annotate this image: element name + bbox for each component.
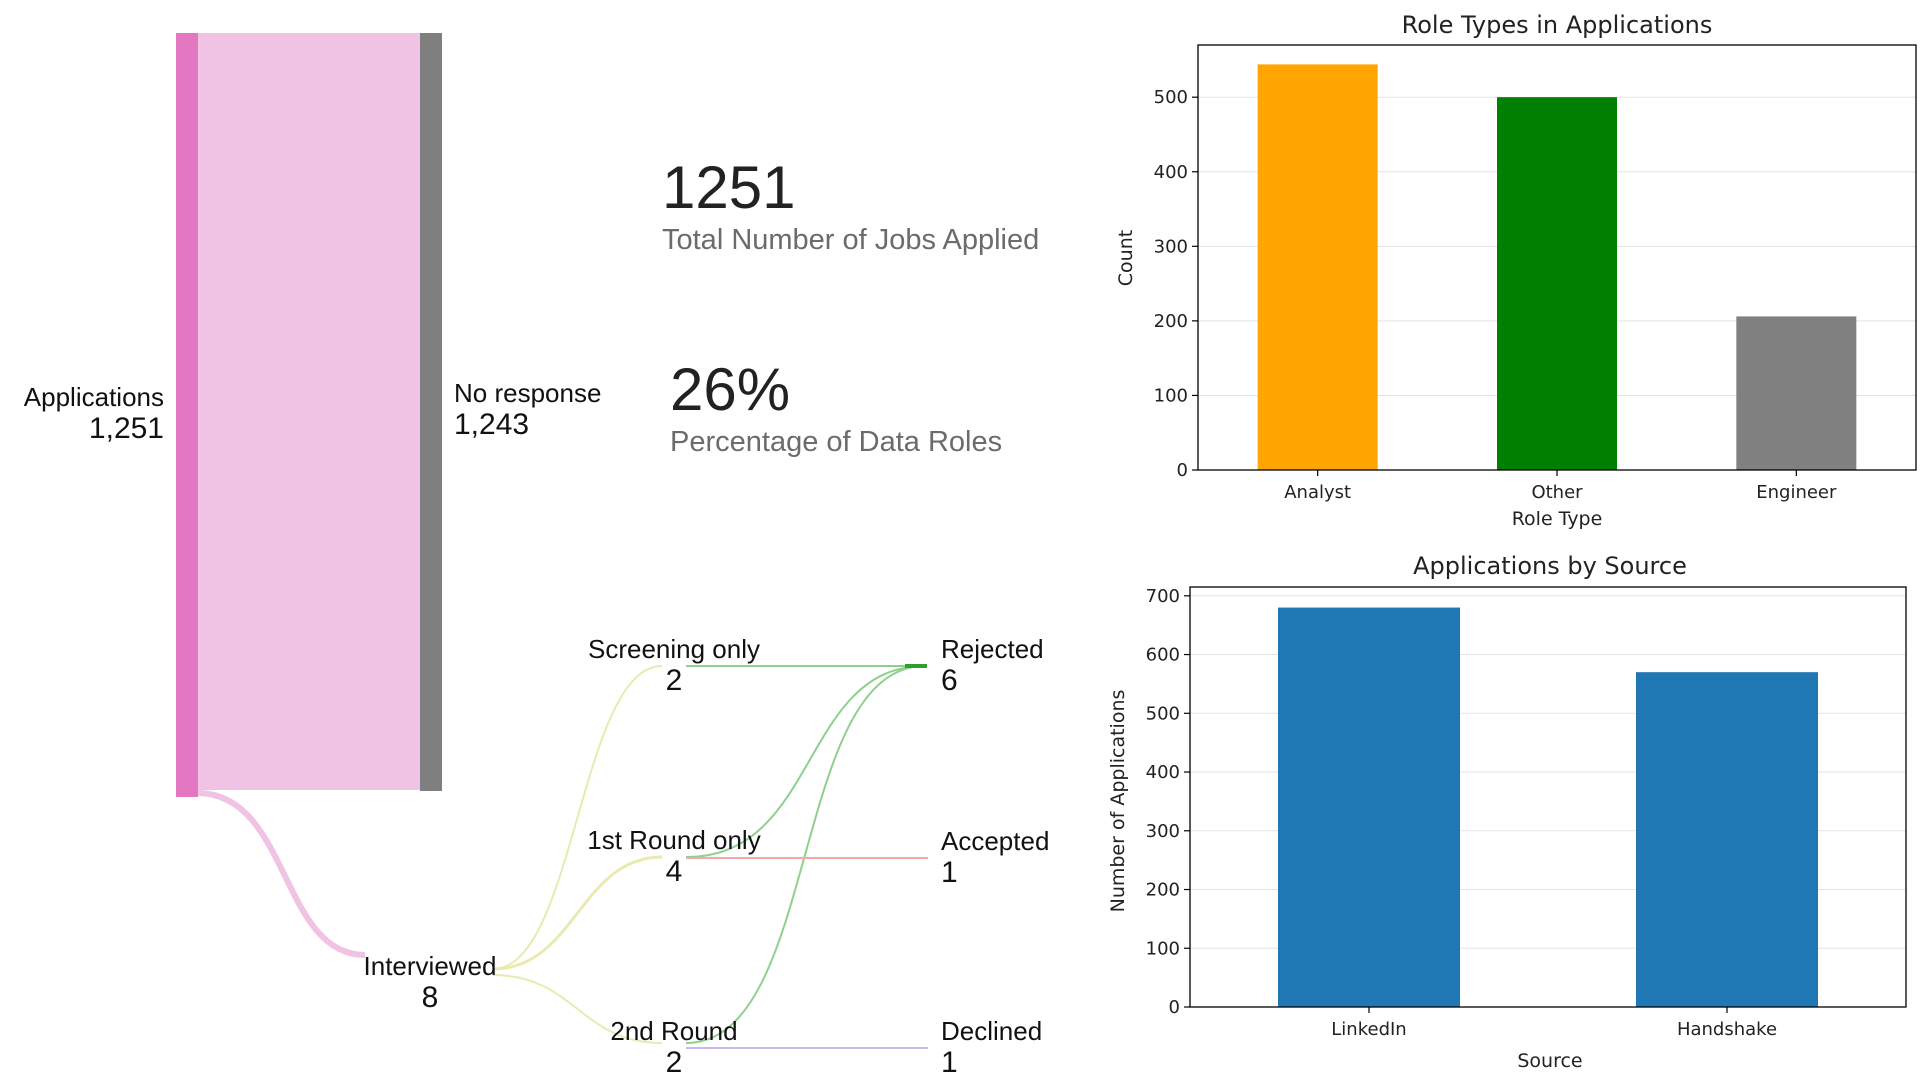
- node-value-rejected: 6: [941, 663, 958, 697]
- bar-handshake: [1636, 672, 1818, 1007]
- node-screening: Screening only 2: [574, 635, 774, 697]
- y-tick-label: 600: [1146, 645, 1180, 666]
- node-accepted: Accepted 1: [941, 827, 1049, 889]
- node-label-declined: Declined: [941, 1016, 1043, 1046]
- kpi-total-jobs-label: Total Number of Jobs Applied: [662, 224, 1040, 256]
- node-value-no-response: 1,243: [454, 407, 530, 441]
- y-tick-label: 500: [1154, 87, 1188, 108]
- node-label-screening: Screening only: [588, 634, 760, 664]
- node-rejected: Rejected 6: [941, 635, 1044, 697]
- x-tick-label: Handshake: [1677, 1019, 1777, 1040]
- link-applications-no-response: [197, 33, 420, 790]
- node-bar-applications: [176, 33, 198, 797]
- plot-frame: [1197, 44, 1917, 471]
- node-declined: Declined 1: [941, 1017, 1042, 1079]
- sankey-diagram: [176, 33, 928, 1049]
- node-interviewed: Interviewed 8: [330, 952, 530, 1014]
- node-bar-rejected: [905, 664, 927, 668]
- node-round2: 2nd Round 2: [574, 1017, 774, 1079]
- link-interviewed-screening: [492, 665, 663, 970]
- chart-applications-by-source: Applications by Source Source Number of …: [1107, 552, 1907, 1072]
- y-axis-label: Number of Applications: [1107, 690, 1129, 913]
- kpi-data-roles-value: 26%: [670, 356, 791, 423]
- chart-role-types: Role Types in Applications Role Type Cou…: [1115, 11, 1917, 530]
- node-label-no-response: No response: [454, 378, 602, 408]
- node-round1: 1st Round only 4: [574, 826, 774, 888]
- node-no-response: No response 1,243: [454, 379, 601, 441]
- chart-title: Applications by Source: [1413, 552, 1687, 580]
- x-tick-label: Analyst: [1284, 482, 1351, 503]
- link-round1-rejected: [685, 665, 926, 858]
- link-interviewed-round2: [492, 974, 663, 1044]
- y-tick-label: 0: [1169, 997, 1180, 1018]
- kpi-total-jobs-value: 1251: [662, 154, 796, 221]
- bar-other: [1497, 97, 1617, 470]
- bar-engineer: [1736, 316, 1857, 470]
- node-value-declined: 1: [941, 1045, 958, 1079]
- y-tick-label: 200: [1154, 311, 1188, 332]
- y-axis-label: Count: [1115, 230, 1137, 286]
- node-label-round2: 2nd Round: [610, 1016, 738, 1046]
- bars: [1257, 64, 1857, 471]
- node-label-accepted: Accepted: [941, 826, 1050, 856]
- link-interviewed-round1: [492, 855, 663, 971]
- plot-frame: [1189, 586, 1907, 1008]
- y-tick-label: 400: [1146, 762, 1180, 783]
- node-value-accepted: 1: [941, 855, 958, 889]
- y-tick-label: 0: [1177, 460, 1188, 481]
- x-axis-label: Source: [1517, 1050, 1582, 1072]
- node-value-screening: 2: [665, 663, 683, 697]
- bar-linkedin: [1278, 607, 1460, 1007]
- link-round2-rejected: [685, 665, 926, 1044]
- node-applications: Applications 1,251: [24, 383, 164, 445]
- y-tick-label: 700: [1146, 586, 1180, 607]
- bars: [1278, 607, 1818, 1007]
- y-tick-label: 300: [1146, 821, 1180, 842]
- chart-title: Role Types in Applications: [1402, 11, 1713, 39]
- y-tick-label: 200: [1146, 880, 1180, 901]
- node-value-round2: 2: [665, 1045, 683, 1079]
- kpi-data-roles-label: Percentage of Data Roles: [670, 426, 1003, 458]
- x-tick-label: Engineer: [1756, 482, 1837, 503]
- node-bar-no-response: [420, 33, 442, 791]
- node-value-interviewed: 8: [421, 980, 439, 1014]
- node-label-rejected: Rejected: [941, 634, 1044, 664]
- x-tick-label: Other: [1531, 482, 1583, 503]
- node-label-round1: 1st Round only: [587, 825, 761, 855]
- y-tick-label: 100: [1154, 385, 1188, 406]
- kpi-total-jobs: 1251 Total Number of Jobs Applied: [662, 158, 1039, 257]
- y-tick-label: 100: [1146, 938, 1180, 959]
- bar-analyst: [1257, 64, 1378, 471]
- kpi-data-roles: 26% Percentage of Data Roles: [670, 360, 1002, 459]
- ticks: 0 100 200 300 400 500 600 700 LinkedIn Handshake: [1146, 586, 1777, 1040]
- y-tick-label: 300: [1154, 236, 1188, 257]
- x-axis-label: Role Type: [1512, 508, 1603, 530]
- node-label-interviewed: Interviewed: [363, 951, 497, 981]
- link-applications-interviewed: [196, 790, 366, 958]
- y-tick-label: 500: [1146, 703, 1180, 724]
- x-tick-label: LinkedIn: [1331, 1019, 1406, 1040]
- node-value-round1: 4: [665, 854, 683, 888]
- y-tick-label: 400: [1154, 162, 1188, 183]
- node-label-applications: Applications: [23, 382, 164, 412]
- node-value-applications: 1,251: [88, 411, 164, 445]
- ticks: 0 100 200 300 400 500 Analyst Other Engineer: [1154, 87, 1837, 503]
